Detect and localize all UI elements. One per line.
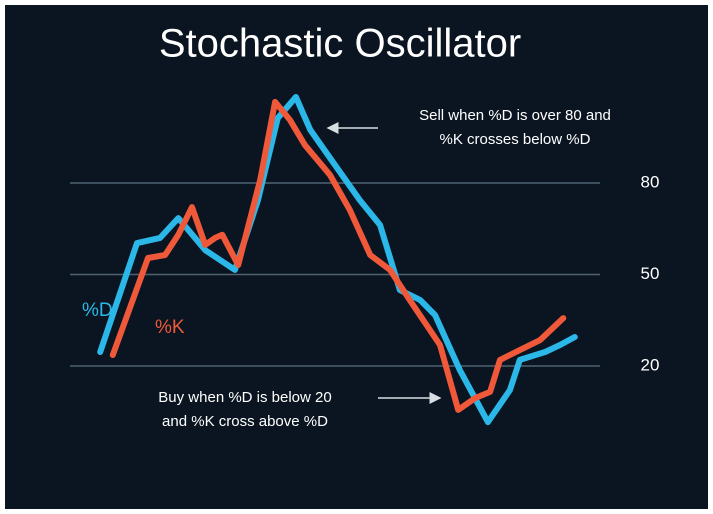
annotation: and %K cross above %D (162, 413, 328, 430)
annotation: Sell when %D is over 80 and (419, 107, 611, 124)
series-line (109, 98, 567, 413)
y-tick-label: 50 (641, 264, 660, 283)
series-line (97, 94, 578, 426)
chart-title: Stochastic Oscillator (159, 22, 521, 66)
series-label: %K (155, 317, 185, 338)
annotation: %K crosses below %D (440, 131, 591, 148)
background (5, 5, 708, 509)
y-tick-label: 20 (641, 355, 660, 374)
y-tick-label: 80 (641, 172, 660, 191)
annotation: Buy when %D is below 20 (158, 389, 331, 406)
series-label: %D (82, 300, 113, 321)
